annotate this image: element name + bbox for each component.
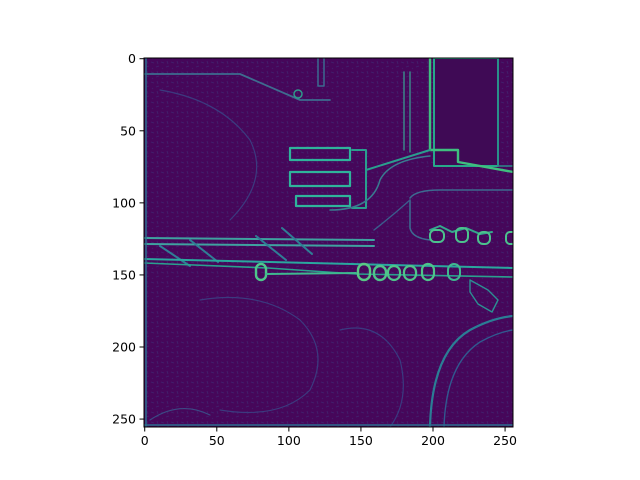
y-tick-label-0: 0: [128, 51, 136, 66]
road-outline: [409, 189, 513, 241]
window-band: [429, 225, 493, 235]
x-tick-label-100: 100: [277, 433, 301, 448]
y-axis: 0 50 100 150 200 250: [112, 51, 144, 427]
window-3: [477, 231, 491, 245]
bead-5: [402, 264, 418, 282]
y-tick-label-100: 100: [112, 195, 136, 210]
stairs: [288, 146, 352, 208]
edge-features: [144, 58, 513, 427]
soft-contour-4: [339, 327, 404, 427]
stairs-frame: [351, 149, 431, 209]
building-edge: [497, 58, 513, 167]
x-tick-label-150: 150: [349, 433, 373, 448]
bead-6: [420, 262, 436, 282]
diagonal-struts: [159, 227, 313, 267]
window-1: [429, 229, 445, 243]
big-arc-inner: [443, 329, 513, 427]
soft-contour-3: [149, 407, 211, 421]
soft-contour-1: [199, 296, 319, 414]
plot-frame: [143, 57, 514, 428]
bead-1: [254, 262, 268, 282]
pole: [317, 58, 325, 87]
bead-3: [372, 264, 388, 282]
pillar: [403, 71, 411, 153]
big-arc: [428, 314, 513, 427]
bead-4: [386, 264, 402, 282]
y-tick-label-150: 150: [112, 267, 136, 282]
bead-track: [265, 272, 357, 275]
dark-building: [433, 58, 499, 167]
window-4: [505, 231, 513, 245]
plot-area: [144, 58, 513, 427]
bead-2: [356, 262, 372, 282]
x-tick-label-200: 200: [421, 433, 445, 448]
curb-line: [373, 199, 411, 231]
ramp-curve: [329, 155, 431, 211]
left-structure: [144, 73, 331, 101]
x-axis: 0 50 100 150 200 250: [141, 427, 517, 448]
y-tick-label-50: 50: [120, 123, 136, 138]
right-clutter: [469, 279, 499, 313]
x-tick-label-50: 50: [209, 433, 225, 448]
window-2: [455, 227, 469, 243]
bead-7: [447, 263, 461, 281]
y-tick-label-200: 200: [112, 340, 136, 355]
x-tick-label-250: 250: [493, 433, 517, 448]
x-tick-label-0: 0: [141, 433, 149, 448]
building-outline: [428, 58, 513, 174]
small-blob: [293, 89, 303, 99]
y-tick-label-250: 250: [112, 412, 136, 427]
soft-contour-2: [159, 89, 258, 221]
